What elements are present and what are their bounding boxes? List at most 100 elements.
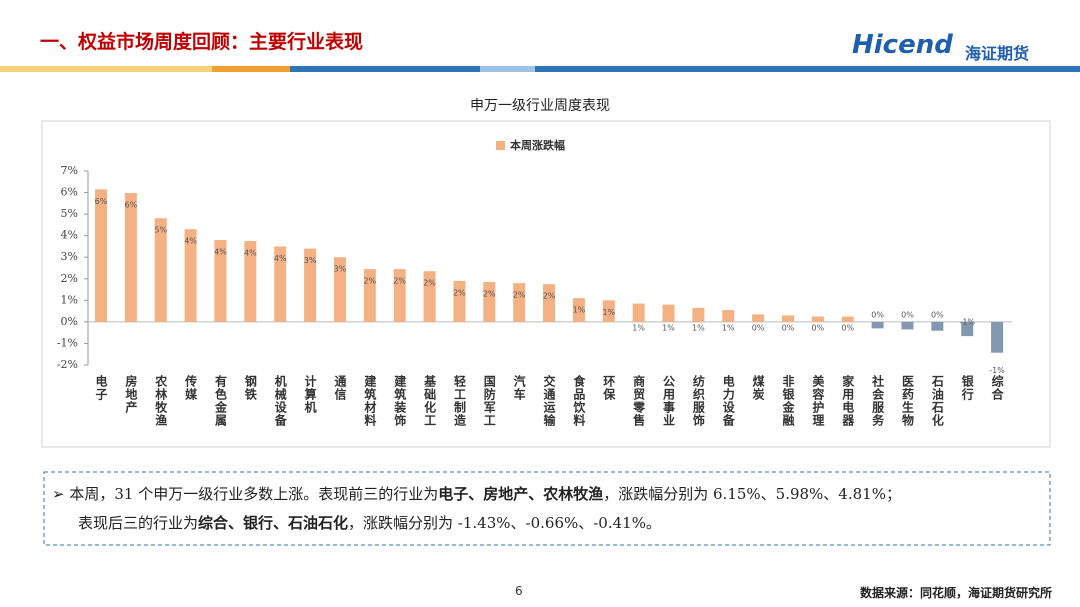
bar (124, 192, 137, 322)
value-label: 5% (154, 226, 167, 235)
x-tick-label: 房地产 (123, 375, 138, 414)
bar (662, 304, 675, 322)
text: ，涨跌幅分别为 6.15%、5.98%、4.81%； (603, 485, 901, 503)
value-label: 2% (423, 279, 436, 288)
value-label: 0% (782, 323, 795, 332)
bar (95, 189, 107, 322)
value-label: 0% (812, 323, 825, 332)
stripe (535, 66, 1080, 72)
x-tick-label: 食品饮料 (571, 375, 586, 427)
bar (961, 321, 974, 337)
x-tick-label: 机械设备 (273, 375, 288, 427)
y-tick-label: 7% (61, 164, 78, 177)
y-tick-label: -2% (57, 358, 78, 371)
y-tick-label: 4% (61, 229, 78, 242)
x-tick-label: 纺织服饰 (691, 375, 706, 427)
bar (632, 303, 645, 322)
x-tick-label: 电子 (94, 375, 108, 401)
logo: Hicend (852, 30, 953, 60)
x-tick-label: 医药生物 (900, 375, 915, 427)
x-tick-label: 轻工制造 (452, 375, 467, 427)
page-number: 6 (515, 584, 523, 598)
value-label: 0% (901, 310, 914, 319)
bar (602, 300, 615, 322)
bar (931, 321, 944, 331)
stripe (0, 66, 212, 72)
bullet: ➢ (52, 485, 65, 503)
y-tick-label: 0% (61, 315, 78, 328)
x-tick-label: 公用事业 (661, 375, 676, 427)
x-tick-label: 传媒 (183, 375, 198, 401)
bar (184, 229, 197, 322)
value-label: 3% (334, 265, 347, 274)
y-tick-label: 1% (61, 293, 78, 306)
value-label: 3% (304, 256, 317, 265)
chart-title: 申万一级行业周度表现 (470, 98, 610, 114)
bar (692, 307, 705, 322)
value-label: 1% (692, 323, 705, 332)
bar (244, 241, 257, 322)
x-tick-label: 建筑装饰 (392, 375, 407, 427)
value-label: 1% (573, 306, 586, 315)
bar (841, 316, 854, 322)
x-tick-label: 汽车 (512, 375, 527, 401)
bar (393, 269, 406, 322)
bar (572, 298, 585, 322)
value-label: 4% (244, 249, 257, 258)
x-tick-label: 美容护理 (810, 375, 825, 427)
x-tick-label: 综合 (990, 375, 1005, 401)
header-title: 一、权益市场周度回顾：主要行业表现 (40, 31, 364, 53)
source: 数据来源：同花顺，海证期货研究所 (859, 586, 1052, 600)
bar (991, 321, 1004, 353)
text: ，涨跌幅分别为 -1.43%、-0.66%、-0.41%。 (348, 514, 661, 532)
bar (274, 246, 287, 322)
bar (513, 283, 526, 322)
x-tick-label: 交通运输 (542, 375, 557, 427)
value-label: 6% (95, 197, 108, 206)
y-tick-label: 5% (61, 207, 78, 220)
bar (871, 321, 884, 329)
value-label: 1% (602, 308, 615, 317)
bar (453, 280, 466, 322)
value-label: 2% (363, 277, 376, 286)
x-tick-label: 社会服务 (870, 375, 885, 427)
value-label: 4% (214, 247, 227, 256)
value-label: -1% (959, 317, 975, 326)
legend-label: 本周涨跌幅 (510, 138, 565, 152)
x-tick-label: 非银金融 (781, 375, 795, 427)
x-tick-label: 通信 (332, 375, 347, 401)
value-label: 2% (483, 290, 496, 299)
bar (543, 284, 556, 322)
bar (483, 282, 496, 322)
chart-frame (41, 120, 1051, 448)
bar (363, 269, 376, 322)
summary-box (43, 471, 1051, 546)
stripe (290, 66, 480, 72)
stripe (480, 66, 535, 72)
x-tick-label: 环保 (601, 375, 616, 401)
value-label: 0% (871, 310, 884, 319)
y-tick-label: 6% (61, 186, 78, 199)
x-tick-label: 商贸零售 (631, 375, 646, 427)
value-label: 0% (752, 323, 765, 332)
x-tick-label: 电力设备 (721, 375, 736, 427)
value-label: 6% (125, 200, 138, 209)
x-tick-label: 有色金属 (213, 375, 228, 427)
value-label: 0% (841, 323, 854, 332)
value-label: 4% (274, 254, 287, 263)
x-tick-label: 银行 (960, 375, 975, 401)
bar (811, 316, 824, 322)
x-tick-label: 石油石化 (930, 375, 945, 427)
value-label: -1% (989, 366, 1005, 375)
y-tick-label: 3% (61, 250, 78, 263)
text-bold: 综合、银行、石油石化 (198, 514, 349, 532)
x-tick-label: 煤炭 (751, 375, 766, 401)
value-label: 2% (453, 288, 466, 297)
value-label: 1% (722, 323, 735, 332)
value-label: 1% (662, 323, 675, 332)
value-label: 0% (931, 310, 944, 319)
x-tick-label: 家用电器 (840, 375, 855, 427)
text-bold: 电子、房地产、农林牧渔 (438, 485, 604, 503)
